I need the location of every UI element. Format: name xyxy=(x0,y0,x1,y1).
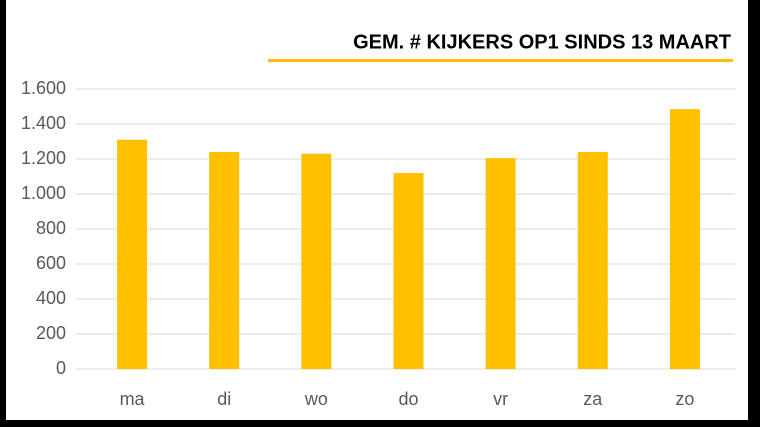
bar xyxy=(301,153,332,369)
y-tick-label: 1.200 xyxy=(21,148,66,168)
y-tick-label: 1.400 xyxy=(21,113,66,133)
bar xyxy=(669,109,700,369)
y-tick-label: 1.000 xyxy=(21,183,66,203)
x-tick-label: wo xyxy=(304,389,328,409)
bar xyxy=(209,152,240,369)
y-tick-label: 600 xyxy=(36,253,66,273)
x-tick-label: vr xyxy=(493,389,508,409)
chart-title: GEM. # KIJKERS OP1 SINDS 13 MAART xyxy=(353,31,731,53)
y-tick-label: 1.600 xyxy=(21,78,66,98)
y-tick-label: 800 xyxy=(36,218,66,238)
bar xyxy=(577,152,608,369)
title-underline xyxy=(268,59,733,62)
bar xyxy=(485,158,516,369)
y-tick-label: 400 xyxy=(36,288,66,308)
bar xyxy=(117,139,148,369)
x-tick-label: di xyxy=(217,389,231,409)
y-tick-label: 0 xyxy=(56,358,66,378)
x-tick-label: za xyxy=(583,389,603,409)
x-tick-label: do xyxy=(398,389,418,409)
x-tick-label: zo xyxy=(675,389,694,409)
bar xyxy=(393,173,424,369)
x-tick-label: ma xyxy=(120,389,146,409)
y-tick-label: 200 xyxy=(36,323,66,343)
